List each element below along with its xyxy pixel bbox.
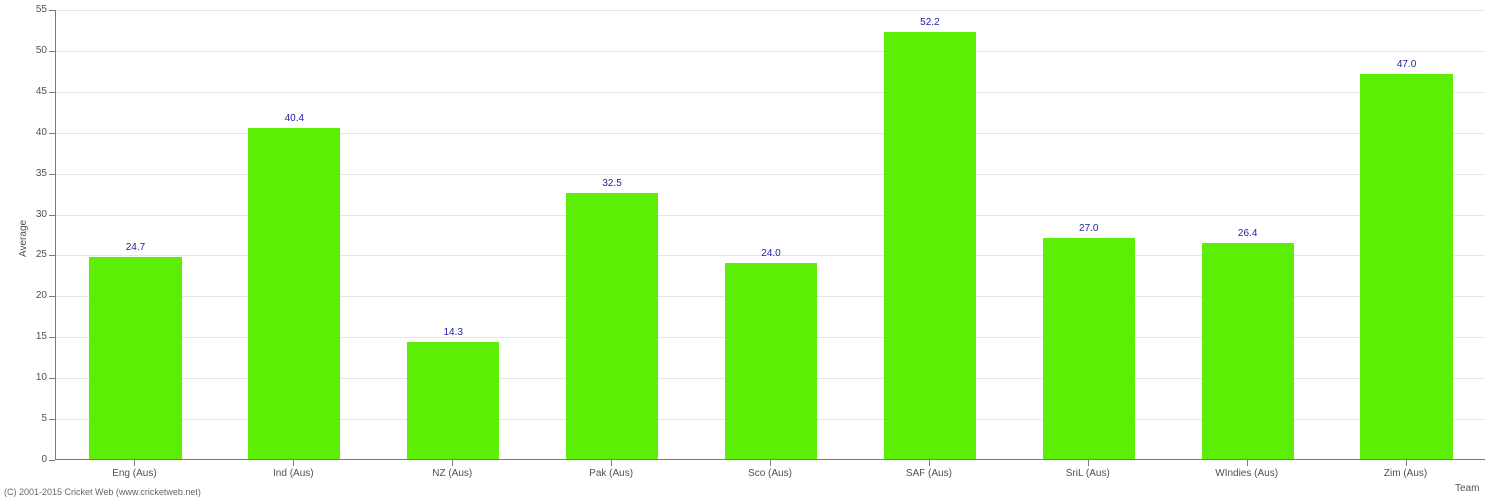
- x-tick: [929, 460, 930, 466]
- y-tick: [49, 51, 55, 52]
- x-tick-label: Pak (Aus): [551, 468, 671, 479]
- y-tick: [49, 419, 55, 420]
- y-tick-label: 40: [21, 127, 47, 138]
- x-tick-label: SriL (Aus): [1028, 468, 1148, 479]
- bar-value-label: 47.0: [1367, 59, 1447, 70]
- copyright-text: (C) 2001-2015 Cricket Web (www.cricketwe…: [4, 487, 201, 497]
- x-tick: [770, 460, 771, 466]
- bar: [407, 342, 499, 459]
- x-tick: [134, 460, 135, 466]
- x-tick-label: Eng (Aus): [74, 468, 194, 479]
- y-tick: [49, 10, 55, 11]
- bar: [1360, 74, 1452, 459]
- bar-value-label: 27.0: [1049, 223, 1129, 234]
- x-tick: [1247, 460, 1248, 466]
- x-tick: [452, 460, 453, 466]
- y-tick-label: 55: [21, 4, 47, 15]
- y-tick-label: 25: [21, 249, 47, 260]
- y-tick-label: 35: [21, 168, 47, 179]
- bar: [725, 263, 817, 459]
- bar-value-label: 26.4: [1208, 228, 1288, 239]
- y-tick: [49, 92, 55, 93]
- gridline: [56, 10, 1485, 11]
- y-tick: [49, 460, 55, 461]
- y-tick: [49, 296, 55, 297]
- bar-value-label: 52.2: [890, 17, 970, 28]
- x-tick: [1088, 460, 1089, 466]
- bar: [248, 128, 340, 459]
- gridline: [56, 51, 1485, 52]
- y-tick-label: 5: [21, 413, 47, 424]
- y-tick-label: 30: [21, 209, 47, 220]
- x-tick-label: WIndies (Aus): [1187, 468, 1307, 479]
- chart-container: 24.740.414.332.524.052.227.026.447.0 Ave…: [0, 0, 1500, 500]
- bar: [566, 193, 658, 459]
- y-tick: [49, 255, 55, 256]
- y-tick: [49, 133, 55, 134]
- bar: [1043, 238, 1135, 459]
- bar-value-label: 24.0: [731, 248, 811, 259]
- bar: [884, 32, 976, 459]
- x-tick-label: Ind (Aus): [233, 468, 353, 479]
- y-tick-label: 50: [21, 45, 47, 56]
- y-tick-label: 10: [21, 372, 47, 383]
- x-tick-label: Sco (Aus): [710, 468, 830, 479]
- x-tick-label: SAF (Aus): [869, 468, 989, 479]
- y-tick-label: 15: [21, 331, 47, 342]
- bar-value-label: 14.3: [413, 327, 493, 338]
- bar: [1202, 243, 1294, 459]
- x-tick: [293, 460, 294, 466]
- bar: [89, 257, 181, 459]
- x-tick: [1406, 460, 1407, 466]
- y-tick: [49, 174, 55, 175]
- y-tick: [49, 378, 55, 379]
- x-tick-label: NZ (Aus): [392, 468, 512, 479]
- bar-value-label: 32.5: [572, 178, 652, 189]
- x-axis-title: Team: [1455, 483, 1479, 494]
- bar-value-label: 24.7: [95, 242, 175, 253]
- y-tick-label: 20: [21, 290, 47, 301]
- plot-area: 24.7 40.4 14.3 32.5 24.0 52.2 27.0 26.4 47.0: [55, 10, 1485, 460]
- gridline: [56, 92, 1485, 93]
- bar-value-label: 40.4: [254, 113, 334, 124]
- y-tick-label: 0: [21, 454, 47, 465]
- x-tick: [611, 460, 612, 466]
- y-tick-label: 45: [21, 86, 47, 97]
- x-tick-label: Zim (Aus): [1346, 468, 1466, 479]
- y-tick: [49, 337, 55, 338]
- y-tick: [49, 215, 55, 216]
